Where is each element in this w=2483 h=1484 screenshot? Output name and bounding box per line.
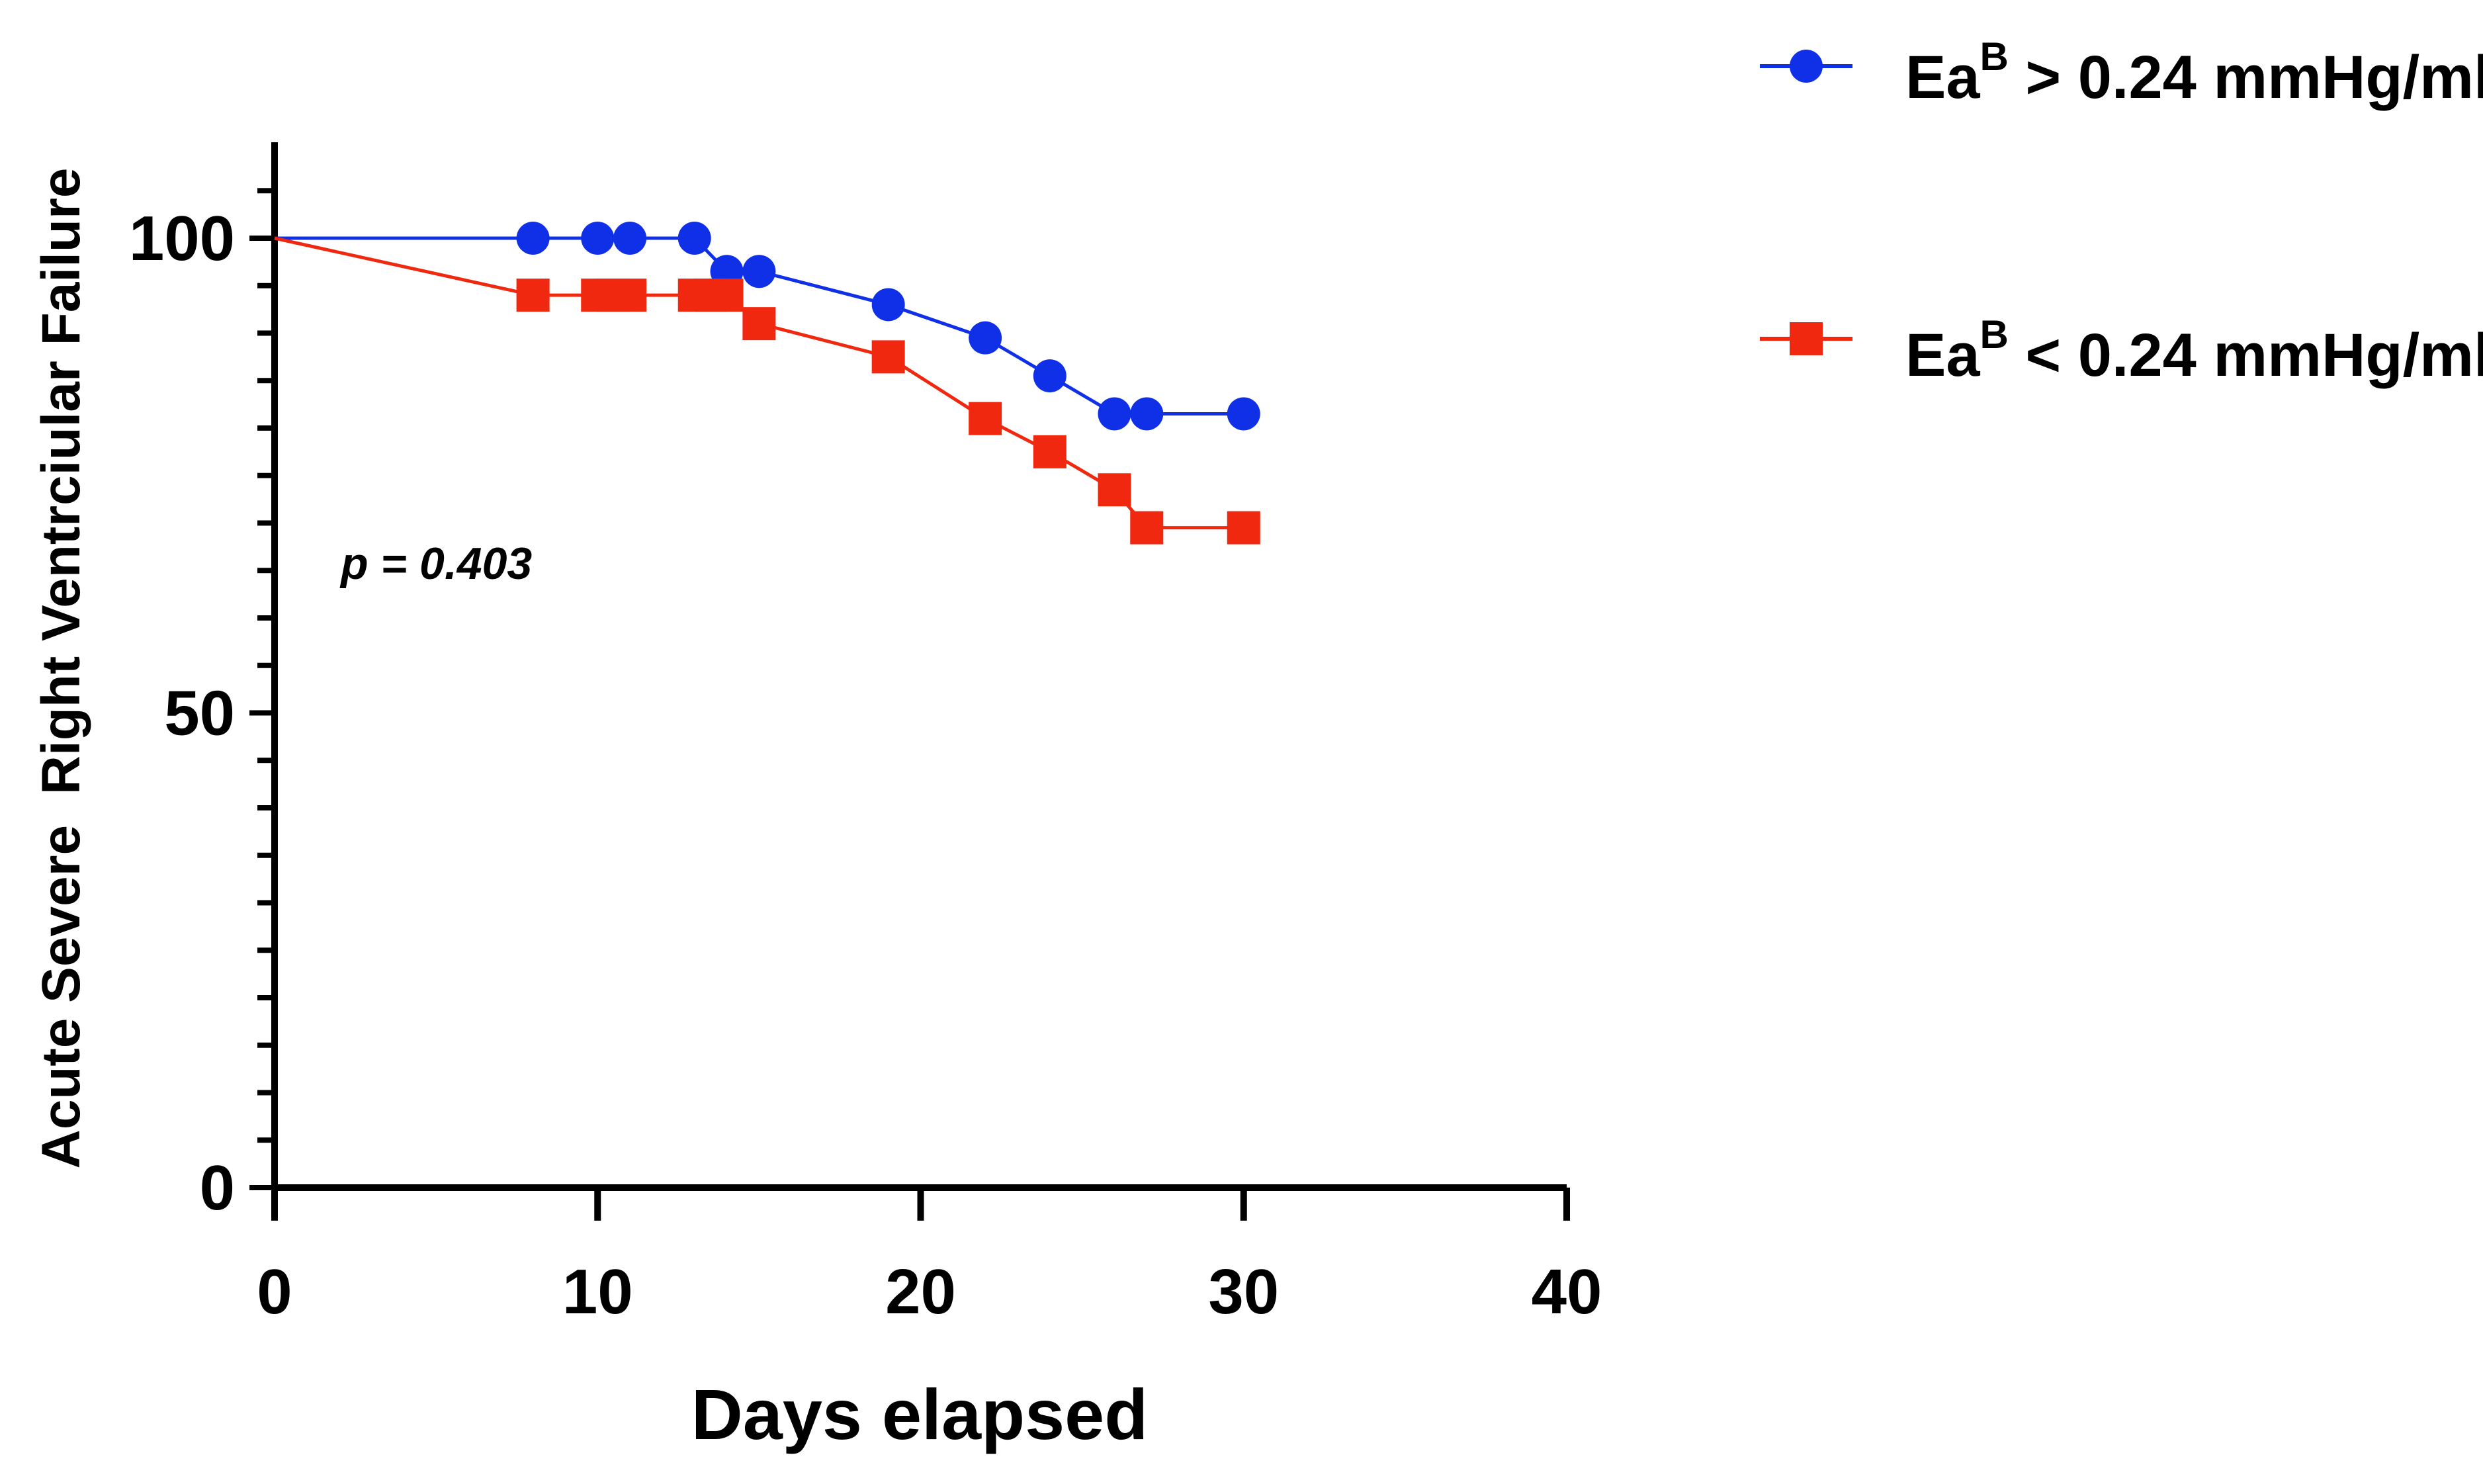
data-point-circle: [677, 222, 711, 255]
data-point-square: [1033, 435, 1067, 468]
legend-marker-square: [1790, 322, 1823, 355]
y-tick-label: 0: [200, 1153, 235, 1223]
legend-label: EaB > 0.24 mmHg/ml: [1905, 34, 2483, 111]
data-point-circle: [871, 288, 905, 322]
data-point-circle: [613, 222, 647, 255]
y-tick-label: 100: [129, 203, 235, 274]
data-point-circle: [1130, 397, 1164, 431]
data-point-square: [871, 340, 905, 374]
data-point-square: [742, 307, 776, 341]
legend-label: EaB < 0.24 mmHg/ml: [1905, 312, 2483, 389]
y-axis-title: Acute Severe Right Ventrciular Failure: [31, 168, 91, 1169]
data-point-square: [710, 279, 744, 312]
legend-entry-2: EaB < 0.24 mmHg/ml: [1760, 312, 2483, 389]
x-tick-label: 40: [1532, 1256, 1602, 1327]
data-point-square: [613, 279, 647, 312]
data-point-square: [969, 402, 1002, 435]
data-point-square: [1130, 511, 1164, 545]
p-value-annotation: p = 0.403: [339, 539, 532, 589]
data-point-circle: [1033, 359, 1067, 393]
data-point-circle: [581, 222, 615, 255]
data-point-square: [1227, 511, 1260, 545]
x-tick-label: 10: [562, 1256, 633, 1327]
series-layer: [274, 222, 1260, 545]
y-tick-label: 50: [164, 678, 235, 749]
axes: 0 50 100 0 10 20 30 40: [129, 142, 1602, 1327]
x-tick-label: 0: [257, 1256, 292, 1327]
legend: EaB > 0.24 mmHg/ml EaB < 0.24 mmHg/ml: [1760, 34, 2483, 389]
series-2: [274, 236, 1260, 545]
data-point-square: [1098, 473, 1131, 507]
data-point-circle: [516, 222, 550, 255]
x-tick-label: 30: [1208, 1256, 1279, 1327]
x-tick-label: 20: [885, 1256, 956, 1327]
data-point-circle: [742, 255, 776, 288]
data-point-square: [516, 279, 550, 312]
x-axis-title: Days elapsed: [691, 1374, 1148, 1454]
data-point-circle: [1098, 397, 1131, 431]
data-point-circle: [969, 321, 1002, 355]
legend-entry-1: EaB > 0.24 mmHg/ml: [1760, 34, 2483, 111]
data-point-circle: [1227, 397, 1260, 431]
legend-marker-circle: [1790, 50, 1823, 83]
